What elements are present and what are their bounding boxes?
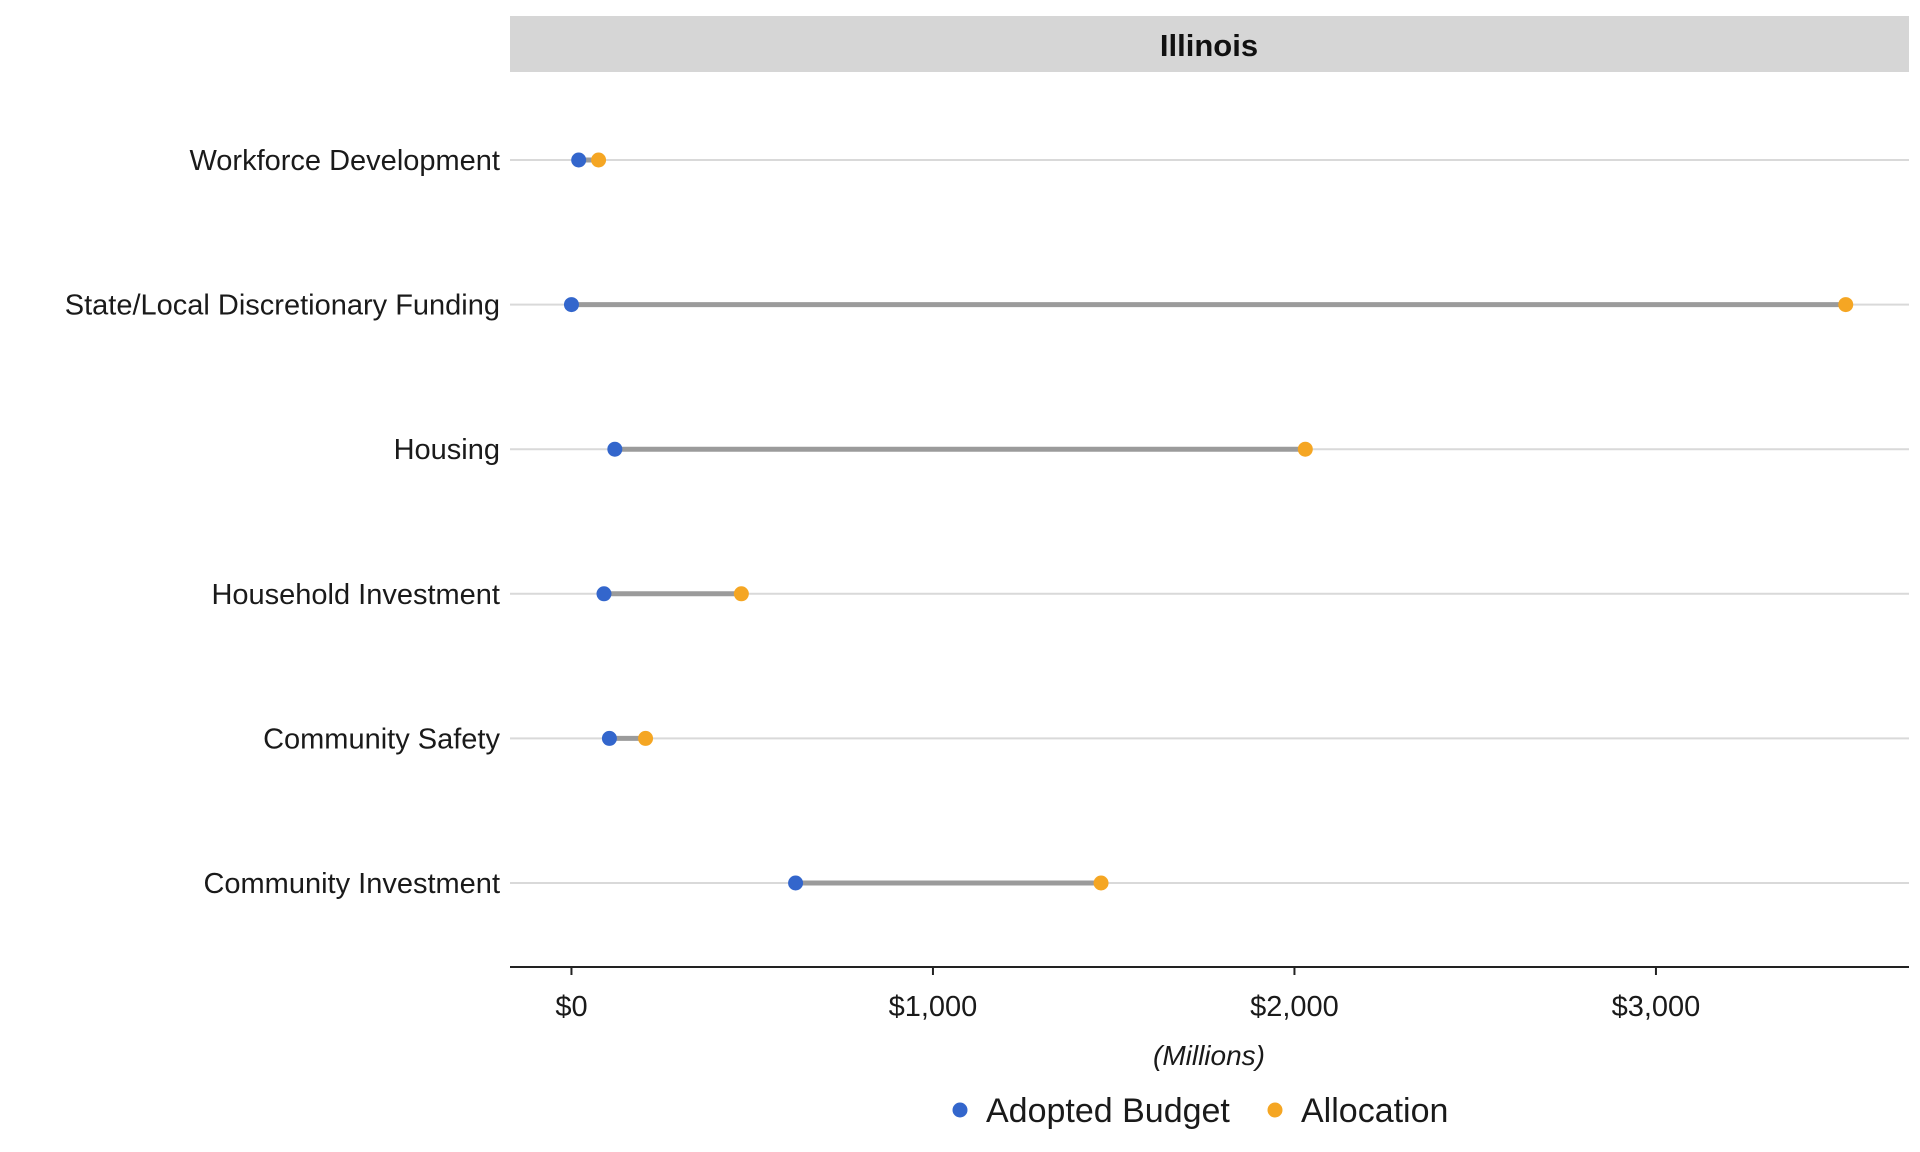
data-point-allocation	[1297, 441, 1313, 457]
legend-marker	[1267, 1102, 1283, 1118]
legend: Adopted Budget Allocation	[952, 1092, 1448, 1130]
data-point-allocation	[591, 152, 607, 168]
data-points	[563, 152, 1854, 891]
data-point-adopted-budget	[601, 730, 617, 746]
category-label: State/Local Discretionary Funding	[65, 290, 500, 322]
category-label: Housing	[394, 434, 500, 466]
dumbbell-segments	[571, 157, 1846, 886]
facet-title: Illinois	[1160, 28, 1258, 63]
legend-marker	[952, 1102, 968, 1118]
data-point-adopted-budget	[596, 586, 612, 602]
facet-strip	[510, 16, 1909, 72]
legend-label: Adopted Budget	[986, 1092, 1230, 1130]
x-tick-label: $2,000	[1250, 991, 1339, 1023]
category-label: Community Investment	[203, 868, 500, 900]
x-axis-ticks: $0 $1,000 $2,000 $3,000	[555, 967, 1700, 1023]
x-tick-label: $1,000	[889, 991, 978, 1023]
category-labels: Workforce Development State/Local Discret…	[65, 145, 501, 900]
category-label: Household Investment	[211, 579, 500, 611]
data-point-adopted-budget	[607, 441, 623, 457]
category-label: Community Safety	[263, 723, 500, 755]
gridlines	[510, 159, 1909, 884]
x-tick-label: $0	[555, 991, 587, 1023]
category-label: Workforce Development	[189, 145, 500, 177]
data-point-allocation	[638, 730, 654, 746]
data-point-allocation	[733, 586, 749, 602]
x-tick-label: $3,000	[1612, 991, 1701, 1023]
data-point-allocation	[1093, 875, 1109, 891]
data-point-adopted-budget	[788, 875, 804, 891]
data-point-allocation	[1838, 297, 1854, 313]
legend-label: Allocation	[1301, 1092, 1448, 1130]
x-axis-label: (Millions)	[1153, 1040, 1265, 1071]
data-point-adopted-budget	[571, 152, 587, 168]
data-point-adopted-budget	[563, 297, 579, 313]
